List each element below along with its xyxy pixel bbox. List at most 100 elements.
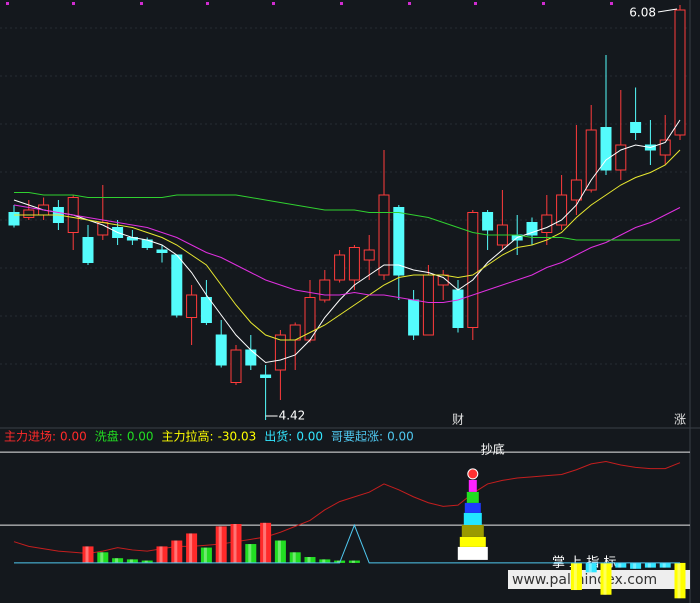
indicator-bar bbox=[230, 524, 242, 563]
bar-shine bbox=[218, 526, 222, 563]
legend-value: 0.00 bbox=[127, 430, 154, 444]
bar-shine bbox=[677, 562, 681, 599]
indicator-bar bbox=[171, 540, 183, 563]
indicator-bar bbox=[585, 562, 597, 573]
indicator-bar bbox=[659, 562, 671, 568]
moving-average bbox=[14, 149, 681, 341]
indicator-bar bbox=[570, 562, 582, 591]
indicator-bar bbox=[112, 558, 124, 563]
bar-shine bbox=[322, 559, 326, 563]
indicator-bar bbox=[156, 546, 168, 563]
candle-body bbox=[526, 222, 538, 236]
bar-shine bbox=[248, 544, 252, 563]
bar-shine bbox=[337, 560, 341, 563]
legend-value: 0.00 bbox=[296, 430, 323, 444]
legend-name: 主力进场: bbox=[4, 430, 56, 444]
max-arrow bbox=[657, 8, 678, 13]
indicator-bar bbox=[141, 560, 153, 563]
candle-body bbox=[600, 127, 612, 171]
indicator-line bbox=[13, 460, 681, 554]
candle-body bbox=[378, 194, 390, 276]
min-label: 4.42 bbox=[279, 409, 306, 423]
candle-body bbox=[541, 214, 553, 233]
signal-layer bbox=[468, 479, 477, 492]
bar-shine bbox=[233, 524, 237, 563]
legend-name: 主力拉高: bbox=[162, 429, 214, 444]
indicator-bar bbox=[600, 562, 612, 595]
candle-body bbox=[334, 254, 346, 281]
indicator-bar bbox=[630, 562, 642, 569]
legend-name: 洗盘: bbox=[95, 429, 123, 444]
candle-body bbox=[215, 334, 227, 366]
candle-body bbox=[8, 212, 20, 226]
indicator-bar bbox=[82, 546, 94, 563]
signal-layer bbox=[466, 491, 479, 503]
candle-body bbox=[570, 179, 582, 201]
candle-body bbox=[260, 374, 272, 378]
bar-shine bbox=[115, 558, 119, 563]
candle-body bbox=[482, 212, 494, 231]
candle-body bbox=[156, 249, 168, 253]
indicator-bar bbox=[644, 562, 656, 568]
legend-value: -30.03 bbox=[218, 430, 257, 444]
bar-shine bbox=[203, 547, 207, 563]
candle-body bbox=[422, 274, 434, 336]
signal-layer bbox=[459, 536, 486, 547]
candle-body bbox=[452, 289, 464, 328]
bar-shine bbox=[263, 522, 267, 563]
candle-body bbox=[585, 129, 597, 191]
bar-shine bbox=[662, 562, 666, 568]
candle-body bbox=[200, 297, 212, 323]
indicator-bar bbox=[319, 559, 331, 563]
candle-body bbox=[186, 294, 198, 318]
candle-body bbox=[274, 334, 286, 371]
indicator-bar bbox=[200, 547, 212, 563]
bar-shine bbox=[277, 540, 281, 563]
bar-shine bbox=[588, 562, 592, 573]
candle-body bbox=[630, 122, 642, 133]
candle-body bbox=[23, 209, 35, 218]
bar-shine bbox=[351, 560, 355, 563]
signal-label: 抄底 bbox=[481, 442, 505, 457]
candle-body bbox=[408, 299, 420, 336]
candle-body bbox=[319, 279, 331, 301]
candle-body bbox=[82, 237, 94, 263]
bar-shine bbox=[100, 552, 104, 563]
watermark-box bbox=[508, 570, 690, 589]
bar-shine bbox=[307, 557, 311, 563]
candle-body bbox=[556, 194, 568, 226]
category-label: 财 bbox=[452, 413, 464, 427]
legend-value: 0.00 bbox=[387, 430, 414, 444]
candle-body bbox=[245, 349, 257, 366]
indicator-bar bbox=[126, 559, 138, 563]
indicator-bar bbox=[97, 552, 109, 563]
candle-body bbox=[674, 9, 686, 136]
moving-average bbox=[14, 192, 680, 241]
bar-shine bbox=[144, 560, 148, 563]
bar-shine bbox=[292, 552, 296, 563]
candle-body bbox=[348, 247, 360, 281]
bar-shine bbox=[603, 562, 607, 595]
bar-shine bbox=[85, 546, 89, 563]
candle-body bbox=[363, 249, 375, 261]
category-label: 涨 bbox=[674, 412, 686, 427]
series-line bbox=[14, 523, 680, 564]
candle-body bbox=[467, 212, 479, 328]
watermark: 掌 上 指 标 www.palmindex.com bbox=[508, 556, 690, 589]
signal-layer bbox=[464, 502, 481, 513]
bar-shine bbox=[189, 533, 193, 563]
indicator-bar bbox=[186, 533, 198, 563]
candle-body bbox=[97, 222, 109, 236]
bar-shine bbox=[633, 562, 637, 569]
candle-body bbox=[393, 207, 405, 276]
max-label: 6.08 bbox=[629, 6, 656, 20]
legend-value: 0.00 bbox=[60, 430, 87, 444]
indicator-bar bbox=[304, 557, 316, 563]
indicator-bar bbox=[274, 540, 286, 563]
candle-body bbox=[230, 349, 242, 383]
candle-body bbox=[171, 254, 183, 316]
bar-shine bbox=[647, 562, 651, 568]
top-dots bbox=[6, 2, 613, 5]
